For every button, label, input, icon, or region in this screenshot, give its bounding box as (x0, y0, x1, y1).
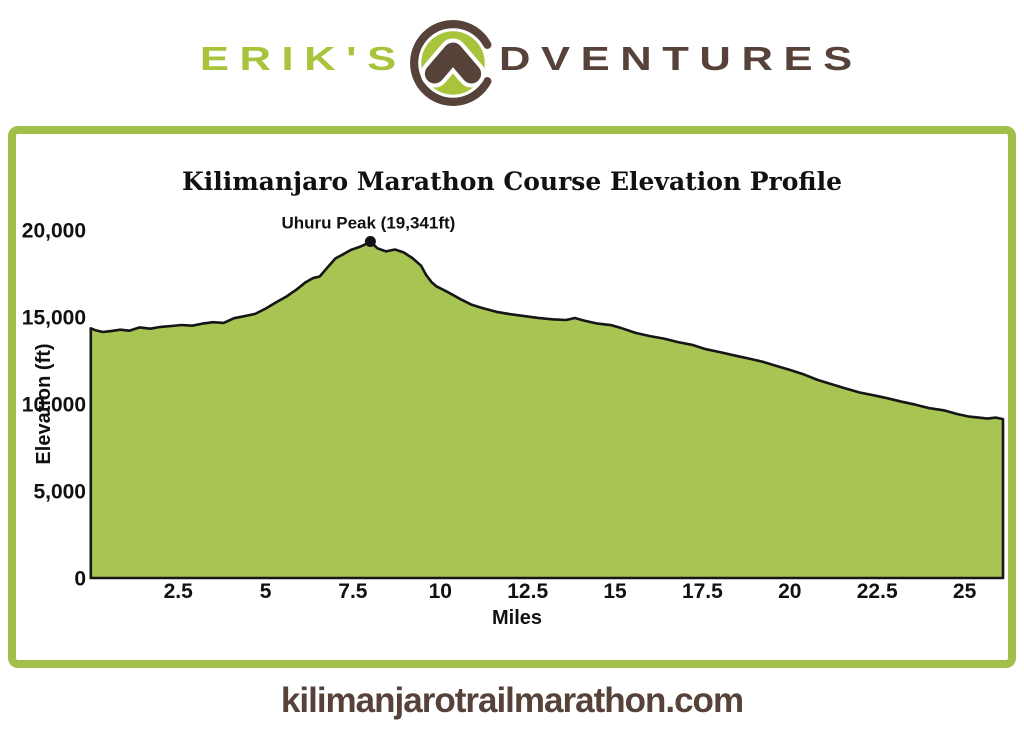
mountain-chevron-icon (409, 20, 492, 106)
peak-annotation: Uhuru Peak (19,341ft) (281, 214, 455, 233)
y-tick-label: 15,000 (22, 307, 86, 330)
y-tick-label: 0 (74, 568, 86, 591)
badge-ring (409, 20, 492, 106)
peak-marker-dot (364, 236, 376, 247)
website-url: kilimanjarotrailmarathon.com (280, 681, 744, 720)
chevron-shape (424, 42, 481, 84)
y-tick-label: 5,000 (33, 481, 86, 504)
x-tick-label: 20 (778, 580, 801, 603)
x-tick-label: 25 (953, 580, 977, 603)
x-tick-label: 10 (429, 580, 452, 603)
x-tick-label: 22.5 (857, 580, 898, 603)
x-tick-label: 17.5 (682, 580, 723, 603)
x-axis-tick-labels: 2.5 5 7.5 10 12.5 15 17.5 20 22.5 25 (164, 580, 977, 603)
x-tick-label: 2.5 (164, 580, 194, 603)
elevation-area (89, 240, 1005, 580)
chart-title: Kilimanjaro Marathon Course Elevation Pr… (182, 167, 842, 196)
x-tick-label: 12.5 (507, 580, 548, 603)
eriks-adventures-logo: ERIK'S DVENTURES (0, 8, 1024, 108)
logo-text-eriks: ERIK'S (199, 39, 407, 77)
y-tick-label: 20,000 (22, 220, 86, 243)
y-tick-label: 10,000 (22, 394, 86, 417)
x-tick-label: 7.5 (338, 580, 368, 603)
x-axis-title: Miles (492, 607, 542, 629)
y-axis-title: Elevation (ft) (33, 343, 55, 464)
x-tick-label: 5 (260, 580, 272, 603)
y-axis-tick-labels: 0 5,000 10,000 15,000 20,000 (22, 220, 86, 591)
x-tick-label: 15 (603, 580, 627, 603)
logo-text-dventures: DVENTURES (498, 39, 863, 77)
